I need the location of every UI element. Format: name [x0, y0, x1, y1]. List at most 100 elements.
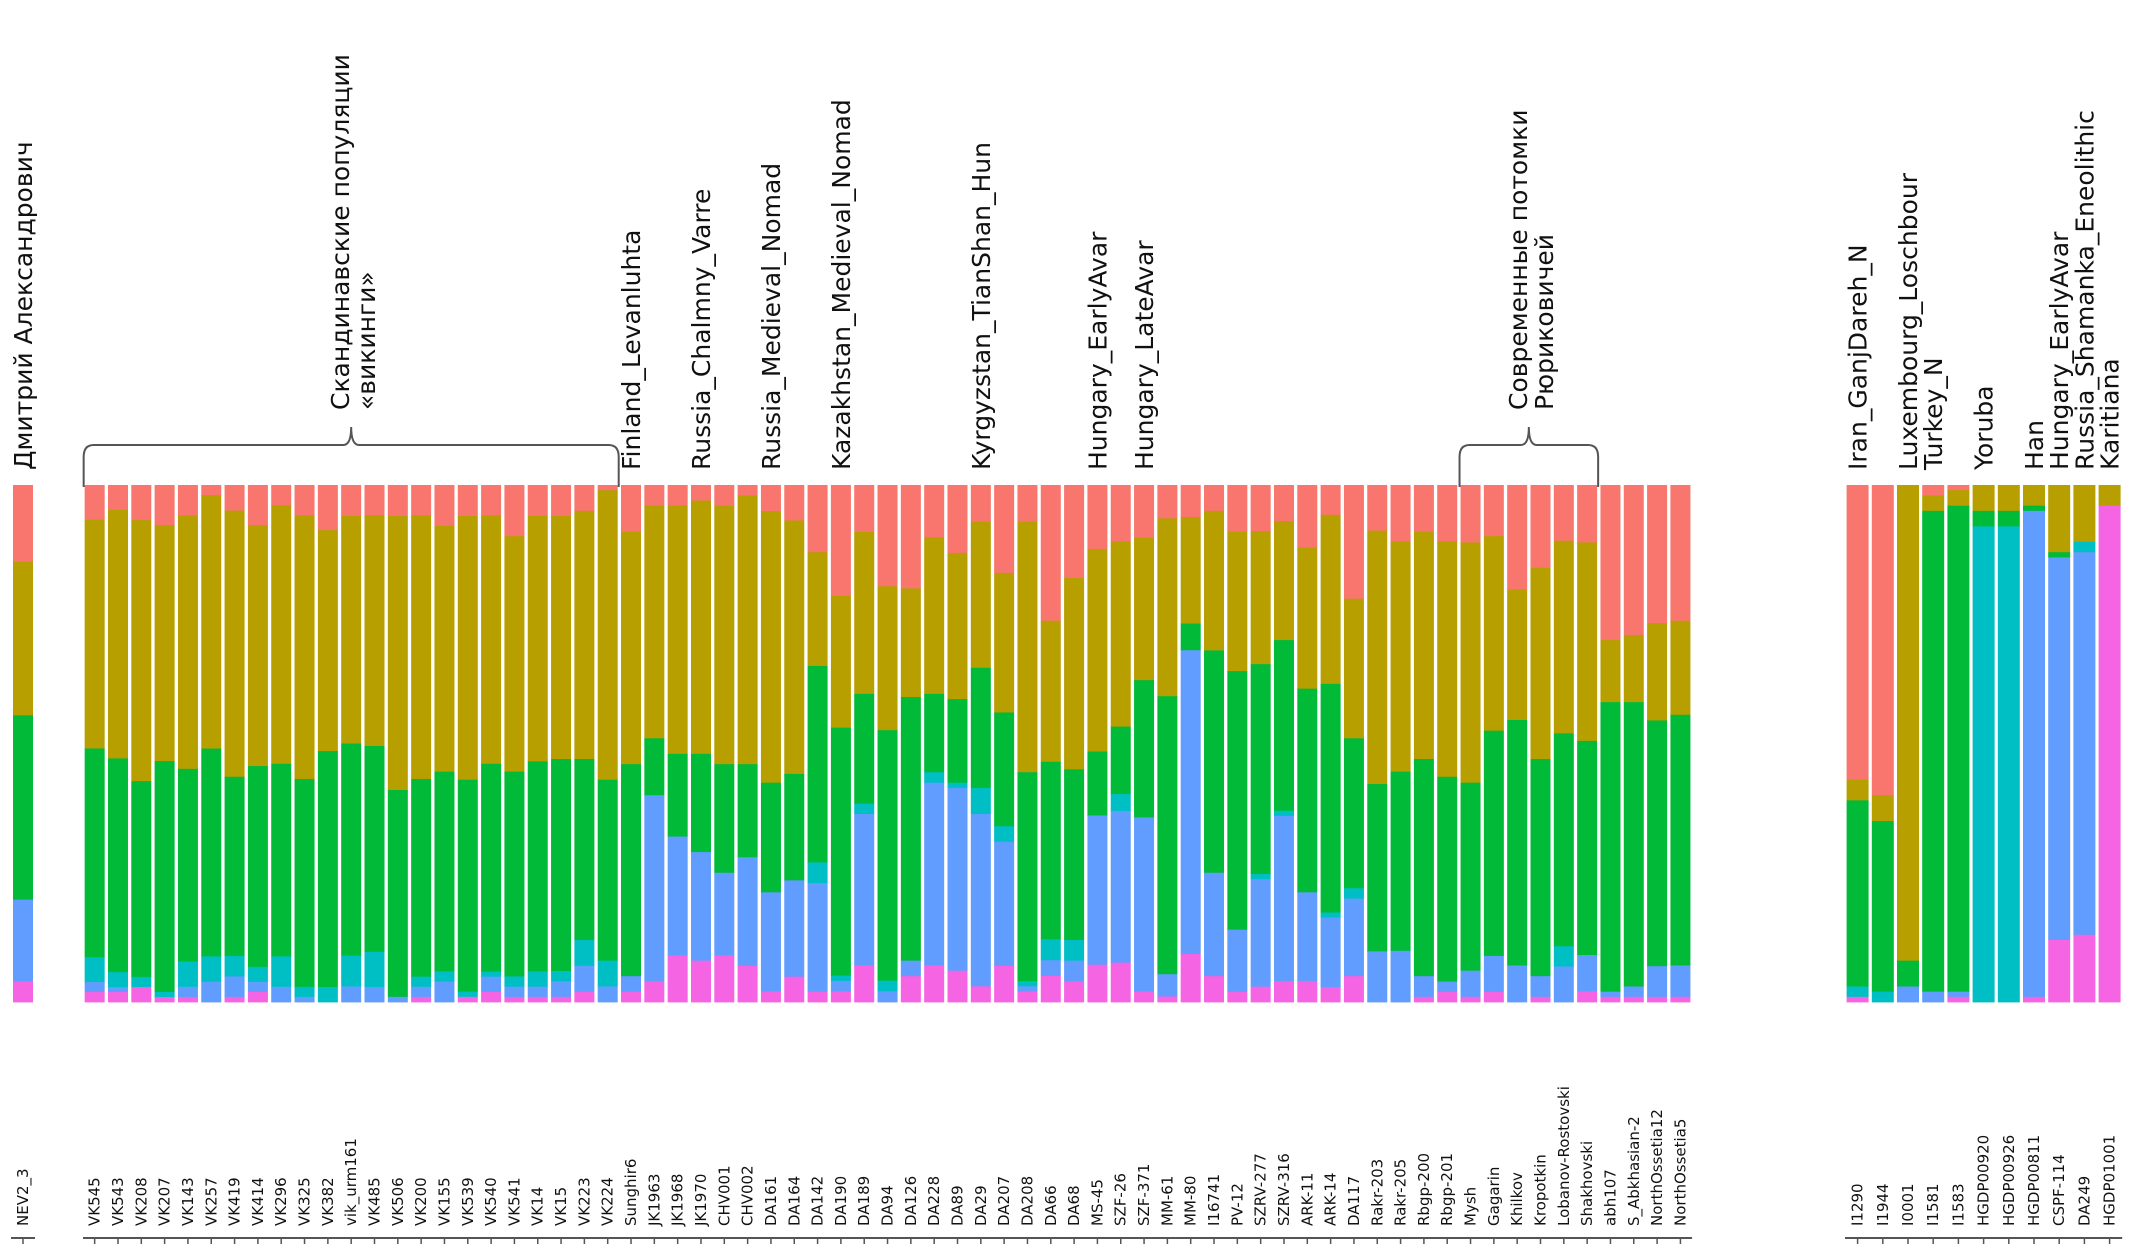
bar-segment-k1	[947, 485, 968, 554]
bar-Rbgp-201	[1437, 485, 1458, 1003]
bar-DA249	[2073, 485, 2096, 1003]
bar-segment-k4	[247, 966, 268, 983]
bar-segment-k4	[1064, 939, 1085, 962]
x-tick-label: VK223	[575, 1177, 593, 1226]
bar-segment-k1	[1871, 485, 1894, 796]
bar-segment-k2	[1040, 620, 1061, 763]
bar-segment-k3	[1507, 720, 1528, 966]
bar-segment-k1	[411, 485, 432, 516]
bar-abh107	[1600, 485, 1621, 1003]
bar-segment-k6	[1577, 991, 1598, 1003]
bar-DA89	[947, 485, 968, 1003]
bar-ARK-14	[1320, 485, 1341, 1003]
bar-segment-k3	[900, 696, 921, 962]
x-tick-label: DA94	[879, 1185, 897, 1226]
bar-segment-k3	[690, 753, 711, 853]
bar-segment-k3	[2048, 552, 2071, 558]
bar-segment-k1	[224, 485, 245, 511]
bar-segment-k1	[13, 485, 33, 563]
bar-segment-k6	[970, 986, 991, 1003]
bar-segment-k5	[1297, 892, 1318, 982]
bar-segment-k4	[551, 970, 572, 982]
bar-segment-k5	[877, 991, 898, 1003]
bar-segment-k1	[924, 485, 945, 538]
bar-segment-k3	[1367, 784, 1388, 952]
bar-segment-k1	[760, 485, 781, 512]
bar-SZF-371	[1134, 485, 1155, 1003]
bar-segment-k1	[1273, 485, 1294, 522]
x-tick-label: VK541	[505, 1177, 523, 1226]
x-tick-label: Lobanov-Rostovski	[1555, 1086, 1573, 1226]
bar-segment-k1	[1157, 485, 1178, 519]
bar-segment-k5	[597, 986, 618, 1003]
bar-Shakhovski	[1577, 485, 1598, 1003]
bar-segment-k5	[1064, 960, 1085, 982]
bar-segment-k3	[1227, 671, 1248, 931]
bar-segment-k5	[434, 981, 455, 1003]
bar-segment-k2	[1320, 514, 1341, 685]
bar-segment-k5	[737, 857, 758, 967]
x-tick-label: DA208	[1018, 1176, 1036, 1226]
bar-segment-k6	[760, 991, 781, 1003]
bar-segment-k5	[1227, 929, 1248, 993]
bar-segment-k2	[2048, 485, 2071, 553]
x-tick-label: VK200	[412, 1177, 430, 1226]
population-label: Russia_Chalmny_Varre	[687, 189, 716, 470]
bar-segment-k2	[247, 525, 268, 767]
bar-segment-k5	[2073, 552, 2096, 936]
bar-segment-k5	[1507, 965, 1528, 1003]
group-label: Современные потомки	[1504, 110, 1533, 410]
bar-segment-k2	[1134, 537, 1155, 681]
bar-segment-k5	[504, 986, 525, 998]
bar-segment-k3	[131, 781, 152, 978]
bar-segment-k6	[107, 992, 128, 1003]
bar-segment-k3	[621, 764, 642, 977]
bar-segment-k1	[1110, 485, 1131, 542]
bar-segment-k3	[1390, 771, 1411, 952]
bar-segment-k2	[1922, 495, 1945, 512]
bar-segment-k4	[481, 971, 502, 978]
bar-segment-k6	[1017, 991, 1038, 1003]
x-tick-label: JK1968	[669, 1174, 687, 1227]
axes-layer	[11, 1237, 2123, 1244]
bar-DA68	[1064, 485, 1085, 1003]
bar-segment-k4	[1343, 888, 1364, 899]
bar-I1944	[1871, 485, 1894, 1003]
bar-DA94	[877, 485, 898, 1003]
bar-segment-k3	[1553, 733, 1574, 947]
bar-segment-k4	[434, 971, 455, 982]
bar-segment-k2	[504, 536, 525, 773]
bar-segment-k6	[1670, 996, 1691, 1003]
bar-segment-k2	[1064, 578, 1085, 770]
x-tick-label: vik_urm161	[342, 1138, 361, 1226]
bar-segment-k5	[364, 986, 385, 1003]
bar-segment-k3	[574, 759, 595, 941]
bar-segment-k1	[551, 485, 572, 517]
population-label: Iran_GanjDareh_N	[1844, 244, 1873, 470]
population-label: Russia_Shamanka_Eneolithic	[2070, 110, 2099, 470]
bar-segment-k2	[1871, 795, 1894, 822]
bar-segment-k1	[1413, 485, 1434, 532]
bar-segment-k6	[1437, 991, 1458, 1003]
bar-segment-k1	[504, 485, 525, 537]
bar-segment-k3	[224, 776, 245, 957]
x-tick-label: VK419	[226, 1177, 244, 1226]
bar-Rbgp-200	[1413, 485, 1434, 1003]
bar-segment-k5	[551, 981, 572, 998]
bar-segment-k4	[154, 991, 175, 998]
bar-vik_urm161	[341, 485, 362, 1003]
bar-segment-k1	[1460, 485, 1481, 543]
bar-VK223	[574, 485, 595, 1003]
bar-segment-k1	[341, 485, 362, 517]
bar-segment-k2	[970, 521, 991, 669]
bar-segment-k6	[247, 991, 268, 1003]
bar-Khilkov	[1507, 485, 1528, 1003]
bar-segment-k1	[201, 485, 222, 496]
x-tick-label: HGDP00811	[2025, 1135, 2043, 1226]
bar-segment-k6	[1947, 996, 1970, 1003]
bar-segment-k3	[947, 699, 968, 784]
bar-segment-k1	[1947, 485, 1970, 491]
bar-DA29	[970, 485, 991, 1003]
bar-segment-k6	[1647, 996, 1668, 1003]
bar-segment-k3	[341, 743, 362, 956]
